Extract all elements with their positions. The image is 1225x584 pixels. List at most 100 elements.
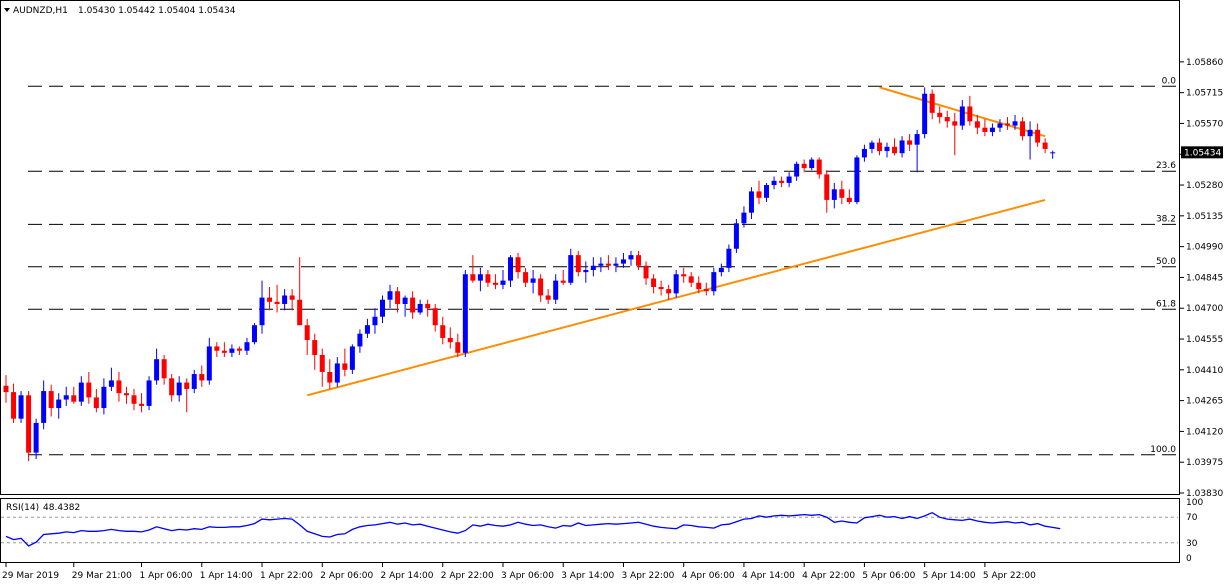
candle-bull <box>251 323 257 345</box>
candle-bull <box>997 119 1003 132</box>
time-tick-label: 1 Apr 14:00 <box>200 571 253 581</box>
candle-bear <box>48 384 54 417</box>
price-tick-label: 1.04845 <box>1186 273 1223 283</box>
candle-bull <box>583 261 589 283</box>
candle-bull <box>628 250 634 266</box>
price-pane-frame <box>0 0 1180 495</box>
candle-bull <box>500 269 506 290</box>
time-tick-label: 2 Apr 22:00 <box>441 571 494 581</box>
candle-bull <box>831 182 837 209</box>
candle-bull <box>899 136 905 158</box>
fib-level-label: 38.2 <box>1156 214 1176 224</box>
candle-bull <box>764 182 770 203</box>
candle-bear <box>967 95 973 126</box>
price-tick-label: 1.03975 <box>1186 458 1223 468</box>
rsi-header: RSI(14) 48.4382 <box>6 503 80 513</box>
candle-bull <box>18 391 24 423</box>
time-tick-label: 3 Apr 06:00 <box>501 571 554 581</box>
candle-bear <box>605 255 611 270</box>
candle-bull <box>191 369 197 394</box>
candle-bear <box>93 388 99 413</box>
candle-bear <box>1020 117 1026 141</box>
candle-bear <box>1035 123 1041 147</box>
price-tick-label: 1.04265 <box>1186 397 1223 407</box>
candle-bull <box>462 269 468 358</box>
candle-bull <box>477 267 483 292</box>
candlesticks <box>3 87 1056 462</box>
candle-bear <box>523 267 529 287</box>
candle-bull <box>176 376 182 402</box>
candle-bull <box>553 274 559 304</box>
candle-bear <box>169 374 175 402</box>
candle-bull <box>598 257 604 273</box>
time-tick-label: 2 Apr 14:00 <box>381 571 434 581</box>
chart-header: AUDNZD,H1 1.05430 1.05442 1.05404 1.0543… <box>4 6 236 16</box>
candle-bull <box>229 344 235 358</box>
candle-bull <box>620 253 626 268</box>
candle-bear <box>846 189 852 205</box>
candle-bear <box>470 255 476 283</box>
time-tick-label: 4 Apr 14:00 <box>742 571 795 581</box>
candle-bull <box>349 344 355 375</box>
dropdown-triangle-icon[interactable] <box>4 8 10 12</box>
fib-level-label: 50.0 <box>1156 257 1176 267</box>
price-tick-label: 1.05715 <box>1186 89 1223 99</box>
time-tick-label: 4 Apr 22:00 <box>802 571 855 581</box>
price-tick-label: 1.05280 <box>1186 181 1223 191</box>
candle-bear <box>658 280 664 296</box>
candle-bear <box>304 318 310 355</box>
candle-bear <box>395 286 401 313</box>
candle-bull <box>794 161 800 181</box>
candle-bear <box>643 261 649 285</box>
candle-bear <box>267 286 273 311</box>
rsi-label: RSI(14) <box>6 503 39 513</box>
time-tick-label: 29 Mar 2019 <box>2 571 59 581</box>
trendline[interactable] <box>306 198 1046 397</box>
time-tick-label: 5 Apr 14:00 <box>923 571 976 581</box>
candle-bull <box>380 295 385 324</box>
candle-bear <box>289 289 295 311</box>
candle-bear <box>688 272 694 287</box>
candle-bull <box>711 267 717 296</box>
rsi-value: 48.4382 <box>43 503 80 513</box>
ohlc-readout: 1.05430 1.05442 1.05404 1.05434 <box>78 6 236 16</box>
candle-bear <box>756 180 762 205</box>
candle-bull <box>78 376 84 406</box>
candle-bull <box>154 348 160 385</box>
candle-bull <box>282 289 288 311</box>
price-tick-label: 1.04700 <box>1186 304 1223 314</box>
candle-bear <box>274 284 280 313</box>
candle-bear <box>929 89 935 120</box>
candle-bull <box>989 123 995 137</box>
candle-bull <box>922 87 928 139</box>
candle-bear <box>892 138 898 156</box>
candle-bear <box>455 333 461 358</box>
candle-bear <box>447 327 453 349</box>
candle-bull <box>741 206 747 228</box>
candle-bull <box>417 299 423 315</box>
candle-bear <box>139 393 145 413</box>
candle-bull <box>861 144 867 162</box>
current-price-tag <box>1181 146 1223 159</box>
time-tick-label: 1 Apr 06:00 <box>140 571 193 581</box>
rsi-tick-label: 100 <box>1186 498 1203 508</box>
candle-bull <box>809 157 815 171</box>
candle-bear <box>839 180 845 205</box>
candle-bear <box>485 269 491 287</box>
candle-bull <box>402 295 408 317</box>
candle-bull <box>372 308 378 334</box>
candle-bull <box>334 357 340 387</box>
candle-bull <box>56 393 62 419</box>
rsi-tick-label: 70 <box>1186 513 1198 523</box>
candle-bear <box>696 276 702 294</box>
candle-bear <box>319 348 325 387</box>
candle-bear <box>824 170 830 213</box>
price-tick-label: 1.04990 <box>1186 243 1223 253</box>
price-tick-label: 1.03830 <box>1186 489 1223 499</box>
rsi-tick-label: 0 <box>1186 554 1192 564</box>
candle-bear <box>184 378 190 413</box>
candle-bear <box>199 365 205 387</box>
candle-bull <box>1050 150 1056 159</box>
price-tick-label: 1.05135 <box>1186 212 1223 222</box>
